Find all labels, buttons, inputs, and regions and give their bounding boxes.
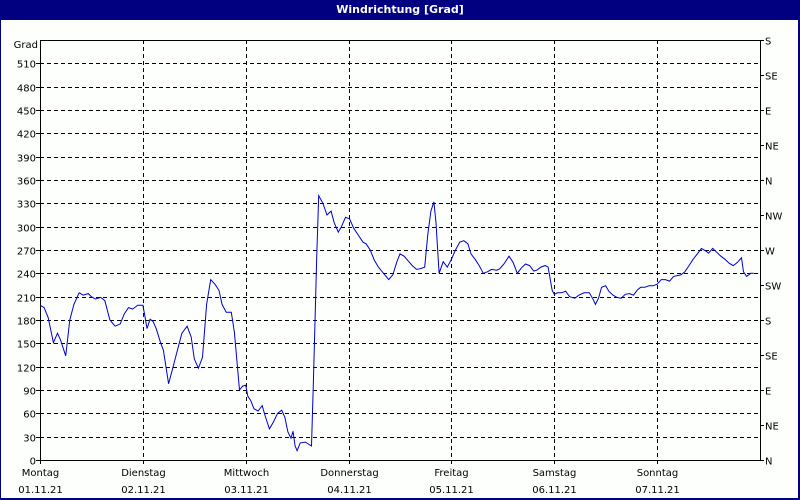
direction-label: N — [765, 177, 772, 188]
direction-label: N — [765, 457, 772, 468]
y-tick-label: 60 — [23, 410, 36, 421]
y-tick-label: 270 — [17, 247, 36, 258]
gridlines — [40, 40, 760, 460]
y-tick-label: 30 — [23, 434, 36, 445]
y-tick-label: 0 — [30, 457, 36, 468]
x-date-label: 06.11.21 — [532, 485, 577, 496]
y-tick-label: 360 — [17, 177, 36, 188]
x-day-label: Mittwoch — [224, 468, 269, 479]
y-axis-label: Grad — [14, 40, 38, 51]
x-date-label: 03.11.21 — [224, 485, 269, 496]
y-tick-label: 390 — [17, 154, 36, 165]
chart-panel — [1, 20, 798, 498]
y-tick-label: 90 — [23, 387, 36, 398]
x-day-label: Sonntag — [637, 468, 679, 479]
x-date-label: 01.11.21 — [18, 485, 63, 496]
direction-label: NE — [765, 142, 779, 153]
x-date-label: 05.11.21 — [429, 485, 474, 496]
x-date-label: 02.11.21 — [121, 485, 166, 496]
x-day-label: Dienstag — [121, 468, 166, 479]
direction-label: S — [765, 37, 771, 48]
direction-label: W — [765, 247, 775, 258]
direction-label: NE — [765, 422, 779, 433]
y-tick-label: 300 — [17, 224, 36, 235]
y-tick-label: 150 — [17, 340, 36, 351]
y-tick-label: 480 — [17, 84, 36, 95]
y-tick-label: 210 — [17, 294, 36, 305]
x-day-label: Freitag — [434, 468, 468, 479]
direction-label: SE — [765, 72, 778, 83]
x-date-label: 04.11.21 — [327, 485, 372, 496]
x-day-label: Montag — [22, 468, 59, 479]
y-tick-label: 420 — [17, 130, 36, 141]
x-day-label: Samstag — [533, 468, 577, 479]
x-day-label: Donnerstag — [320, 468, 378, 479]
direction-label: E — [765, 107, 771, 118]
direction-label: SE — [765, 352, 778, 363]
y-tick-label: 240 — [17, 270, 36, 281]
y-tick-label: 450 — [17, 107, 36, 118]
chart-title: Windrichtung [Grad] — [0, 0, 800, 20]
y-tick-label: 120 — [17, 364, 36, 375]
y-tick-label: 510 — [17, 60, 36, 71]
direction-label: E — [765, 387, 771, 398]
direction-label: SW — [765, 282, 781, 293]
axes — [36, 40, 764, 464]
wind-direction-line — [39, 193, 754, 453]
axis-labels: 0 30 60 90 120 150 180 210 240 270 300 330 360 390 420… — [14, 37, 783, 497]
y-tick-label: 180 — [17, 317, 36, 328]
y-tick-label: 330 — [17, 200, 36, 211]
x-date-label: 07.11.21 — [635, 485, 680, 496]
direction-label: S — [765, 317, 771, 328]
direction-label: NW — [765, 212, 782, 223]
